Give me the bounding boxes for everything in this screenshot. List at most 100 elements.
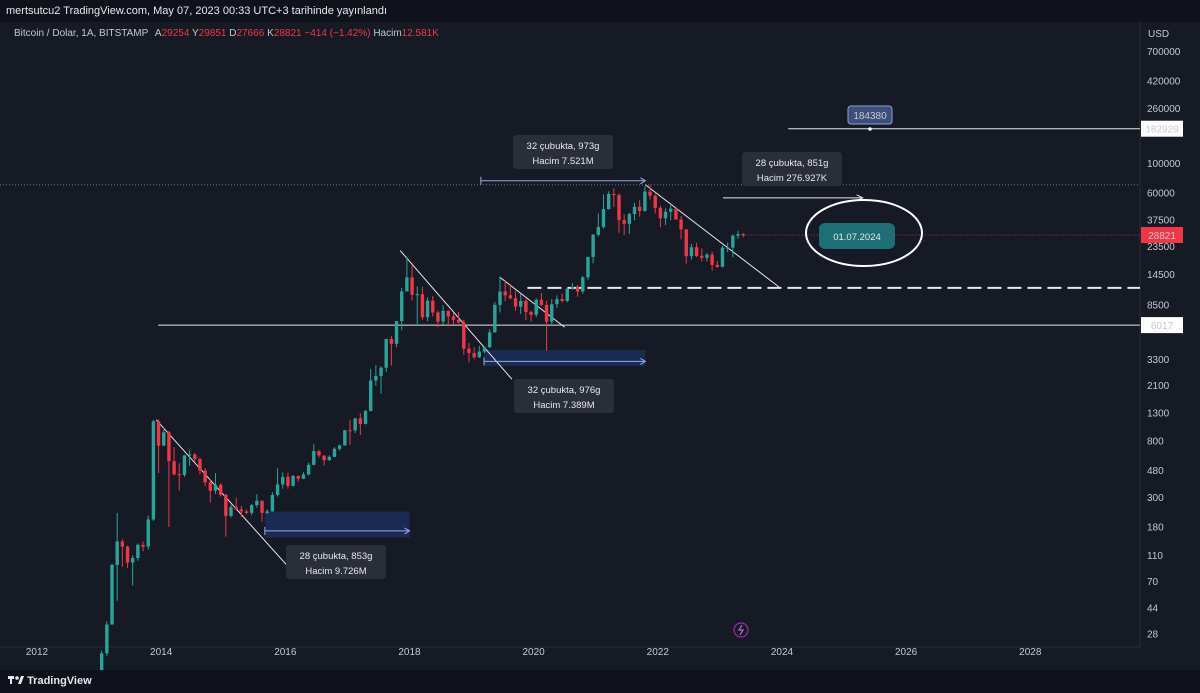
candle-body[interactable] (405, 277, 409, 292)
candle-body[interactable] (198, 459, 202, 471)
candle-body[interactable] (622, 220, 626, 224)
candle-body[interactable] (172, 461, 176, 475)
candle-body[interactable] (477, 351, 482, 358)
candle-body[interactable] (575, 287, 580, 292)
candle-body[interactable] (187, 454, 192, 456)
candle-body[interactable] (270, 494, 275, 512)
candle-body[interactable] (177, 474, 181, 476)
candle-body[interactable] (524, 300, 528, 313)
candle-body[interactable] (472, 353, 476, 358)
candle-body[interactable] (637, 206, 642, 211)
candle-body[interactable] (239, 509, 244, 512)
candle-body[interactable] (420, 294, 425, 318)
chart-area[interactable]: USD 700000 420000 260000 100000 60000 37500 235… (0, 22, 1200, 670)
candle-body[interactable] (736, 234, 740, 236)
candle-body[interactable] (503, 291, 507, 296)
candle-body[interactable] (555, 299, 559, 305)
candle-body[interactable] (322, 455, 326, 461)
candle-body[interactable] (213, 484, 218, 491)
candle-body[interactable] (400, 291, 404, 322)
candle-body[interactable] (436, 312, 440, 322)
candle-body[interactable] (125, 546, 130, 563)
candle-body[interactable] (379, 367, 383, 377)
candle-body[interactable] (550, 304, 554, 322)
candle-body[interactable] (612, 193, 616, 196)
candle-body[interactable] (498, 291, 502, 305)
candle-body[interactable] (663, 211, 668, 219)
candle-body[interactable] (182, 455, 187, 475)
candle-body[interactable] (99, 653, 104, 670)
candle-body[interactable] (358, 418, 363, 424)
candle-body[interactable] (653, 195, 657, 208)
candle-body[interactable] (353, 418, 357, 431)
candle-body[interactable] (560, 299, 564, 301)
candle-body[interactable] (167, 432, 171, 462)
candle-body[interactable] (291, 475, 295, 486)
candle-body[interactable] (218, 484, 223, 495)
candle-body[interactable] (332, 448, 337, 457)
candle-body[interactable] (115, 541, 119, 565)
candle-body[interactable] (679, 219, 683, 230)
candle-body[interactable] (456, 319, 461, 323)
candle-body[interactable] (508, 295, 513, 299)
candle-body[interactable] (544, 304, 549, 322)
candle-body[interactable] (441, 310, 445, 322)
candle-body[interactable] (384, 338, 388, 368)
candle-body[interactable] (343, 430, 347, 446)
candle-body[interactable] (632, 206, 637, 215)
candle-body[interactable] (327, 456, 331, 461)
candle-body[interactable] (296, 475, 300, 479)
candle-body[interactable] (694, 247, 699, 256)
candle-body[interactable] (513, 298, 518, 307)
target-price-badge[interactable] (847, 105, 893, 125)
candle-body[interactable] (539, 299, 544, 305)
candle-body[interactable] (306, 464, 311, 475)
candle-body[interactable] (131, 557, 135, 563)
candle-body[interactable] (741, 234, 745, 236)
candle-body[interactable] (301, 474, 306, 479)
candle-body[interactable] (286, 476, 290, 486)
candle-body[interactable] (725, 247, 730, 249)
candle-body[interactable] (674, 208, 678, 220)
candle-body[interactable] (389, 338, 394, 344)
candle-body[interactable] (120, 541, 125, 547)
candle-body[interactable] (482, 347, 487, 352)
candle-body[interactable] (374, 376, 378, 381)
candle-body[interactable] (415, 294, 419, 296)
candle-body[interactable] (234, 507, 238, 510)
candle-body[interactable] (249, 505, 254, 513)
candle-body[interactable] (203, 470, 207, 483)
candle-body[interactable] (229, 507, 233, 516)
candle-body[interactable] (110, 564, 114, 625)
event-lightning-icon[interactable] (733, 622, 749, 638)
candle-body[interactable] (684, 229, 688, 257)
candle-body[interactable] (519, 300, 523, 307)
candle-body[interactable] (410, 277, 414, 295)
candle-body[interactable] (643, 191, 647, 211)
candle-body[interactable] (462, 322, 466, 349)
candle-body[interactable] (275, 484, 280, 495)
candle-body[interactable] (105, 624, 109, 654)
candle-body[interactable] (467, 348, 471, 354)
candle-body[interactable] (720, 247, 725, 267)
candle-body[interactable] (581, 277, 585, 292)
candle-body[interactable] (451, 316, 456, 320)
candle-body[interactable] (255, 500, 259, 506)
candle-body[interactable] (617, 195, 621, 221)
candle-body[interactable] (606, 193, 611, 210)
tradingview-logo[interactable]: TradingView (8, 670, 92, 693)
candle-body[interactable] (337, 445, 342, 449)
candle-body[interactable] (368, 380, 373, 412)
candle-body[interactable] (162, 432, 166, 446)
candle-body[interactable] (312, 451, 316, 465)
candle-body[interactable] (529, 312, 533, 315)
candle-body[interactable] (565, 288, 569, 301)
candle-body[interactable] (586, 256, 590, 278)
candle-body[interactable] (260, 500, 264, 513)
candle-body[interactable] (689, 247, 694, 257)
candle-body[interactable] (658, 207, 663, 219)
candle-body[interactable] (534, 299, 538, 315)
candle-body[interactable] (244, 511, 249, 513)
candle-body[interactable] (317, 451, 321, 456)
candle-body[interactable] (193, 454, 197, 460)
